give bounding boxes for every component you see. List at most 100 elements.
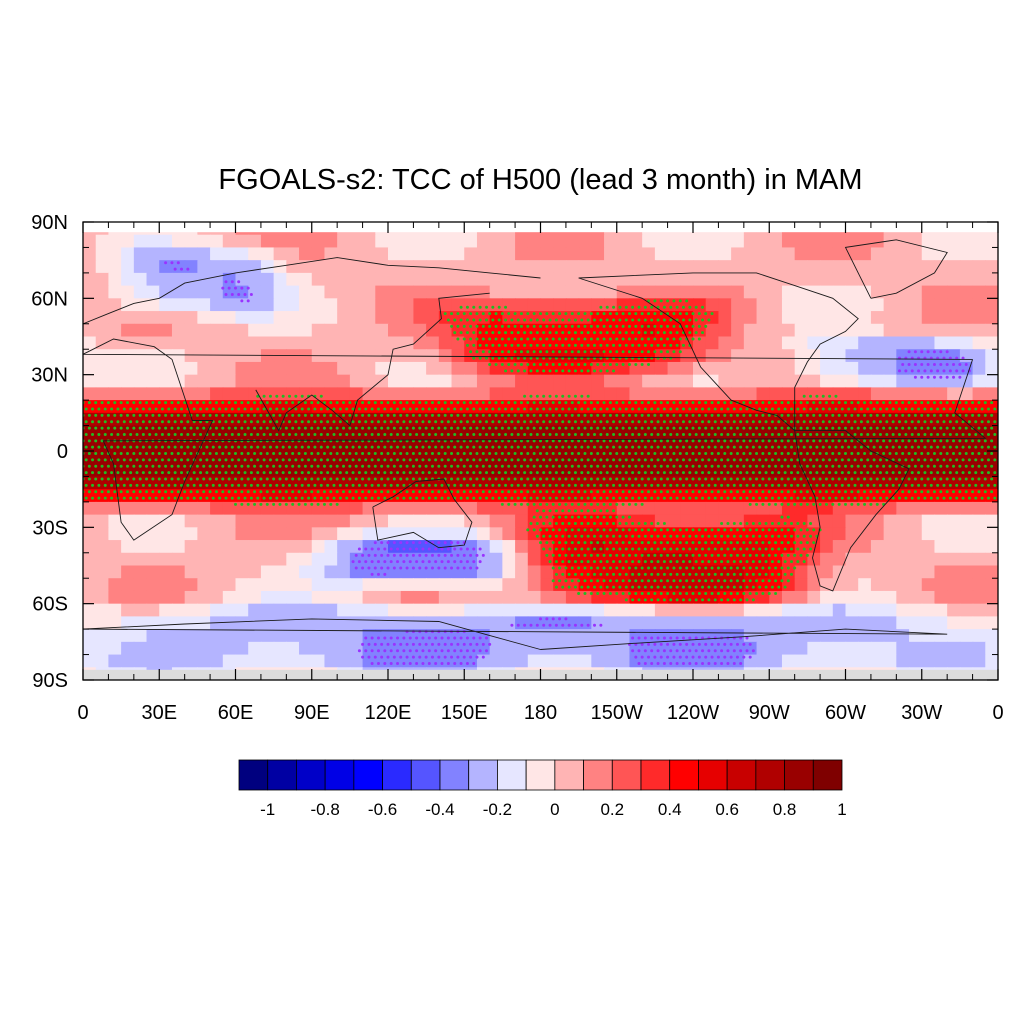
- stipple-dot: [589, 452, 593, 456]
- field-cell: [260, 641, 275, 656]
- stipple-dot: [783, 432, 787, 436]
- stipple-dot: [967, 445, 971, 449]
- field-cell: [502, 387, 516, 401]
- stipple-dot: [704, 464, 708, 468]
- stipple-dot: [338, 458, 342, 462]
- field-cell: [451, 578, 465, 592]
- stipple-dot: [675, 331, 679, 335]
- field-cell: [718, 616, 732, 630]
- field-cell: [604, 374, 618, 388]
- stipple-dot: [910, 445, 914, 449]
- stipple-dot: [815, 432, 819, 436]
- stipple-dot: [618, 445, 622, 449]
- field-cell: [756, 336, 770, 350]
- stipple-dot: [326, 432, 330, 436]
- stipple-dot: [380, 464, 384, 468]
- field-cell: [769, 361, 783, 376]
- stipple-dot: [268, 432, 272, 436]
- field-cell: [858, 298, 872, 312]
- stipple-dot: [214, 477, 218, 481]
- stipple-dot: [704, 426, 708, 430]
- field-cell: [197, 501, 211, 516]
- stipple-dot: [227, 452, 231, 456]
- field-cell: [718, 629, 732, 643]
- field-cell: [489, 501, 503, 516]
- stipple-dot: [437, 452, 441, 456]
- stipple-dot: [157, 413, 161, 417]
- stipple-dot: [672, 452, 676, 456]
- field-cell: [362, 578, 376, 592]
- stipple-dot: [888, 439, 892, 443]
- stipple-dot: [821, 458, 825, 462]
- stipple-dot: [507, 401, 511, 405]
- field-cell: [972, 514, 986, 528]
- field-cell: [362, 387, 376, 401]
- stipple-dot: [100, 439, 104, 443]
- field-cell: [743, 298, 758, 312]
- field-cell: [883, 578, 897, 592]
- field-cell: [553, 234, 567, 249]
- stipple-dot: [634, 337, 638, 341]
- field-cell: [375, 298, 389, 312]
- stipple-dot: [504, 445, 508, 449]
- stipple-dot: [599, 343, 603, 347]
- stipple-dot: [596, 312, 600, 316]
- field-cell: [311, 387, 326, 401]
- stipple-dot: [805, 464, 809, 468]
- field-cell: [476, 590, 491, 605]
- stipple-dot: [272, 452, 276, 456]
- stipple-dot: [621, 413, 625, 417]
- stipple-dot: [952, 362, 956, 366]
- stipple-dot: [176, 426, 180, 430]
- stipple-dot: [650, 432, 654, 436]
- stipple-dot: [599, 445, 603, 449]
- stipple-dot: [707, 407, 711, 411]
- stipple-dot: [745, 471, 749, 475]
- stipple-dot: [243, 293, 247, 297]
- stipple-dot: [828, 394, 832, 398]
- stipple-dot: [898, 432, 902, 436]
- stipple-dot: [631, 407, 635, 411]
- stipple-dot: [491, 318, 495, 322]
- stipple-dot: [786, 439, 790, 443]
- field-cell: [451, 260, 465, 274]
- field-cell: [375, 336, 389, 350]
- field-cell: [832, 654, 847, 668]
- stipple-dot: [815, 407, 819, 411]
- stipple-dot: [939, 439, 943, 443]
- stipple-dot: [373, 452, 377, 456]
- stipple-dot: [262, 483, 266, 487]
- stipple-dot: [618, 420, 622, 424]
- stipple-dot: [567, 420, 571, 424]
- stipple-dot: [983, 452, 987, 456]
- stipple-dot: [199, 471, 203, 475]
- stipple-dot: [904, 420, 908, 424]
- stipple-dot: [964, 362, 968, 366]
- stipple-dot: [396, 471, 400, 475]
- field-cell: [705, 234, 720, 249]
- stipple-dot: [313, 407, 317, 411]
- stipple-dot: [176, 452, 180, 456]
- field-cell: [502, 616, 516, 630]
- field-cell: [947, 387, 961, 401]
- field-cell: [171, 298, 186, 312]
- field-cell: [781, 629, 796, 643]
- field-cell: [349, 629, 364, 643]
- stipple-dot: [770, 445, 774, 449]
- stipple-dot: [929, 420, 933, 424]
- field-cell: [273, 260, 287, 274]
- field-cell: [248, 540, 262, 554]
- field-cell: [184, 234, 198, 249]
- field-cell: [375, 590, 389, 605]
- stipple-dot: [494, 350, 498, 354]
- stipple-dot: [634, 439, 638, 443]
- stipple-dot: [205, 420, 209, 424]
- field-cell: [972, 501, 986, 516]
- field-cell: [438, 374, 453, 388]
- stipple-dot: [469, 464, 473, 468]
- field-cell: [248, 272, 262, 287]
- stipple-dot: [554, 471, 558, 475]
- field-cell: [133, 311, 148, 325]
- field-cell: [235, 336, 249, 350]
- field-cell: [667, 501, 681, 516]
